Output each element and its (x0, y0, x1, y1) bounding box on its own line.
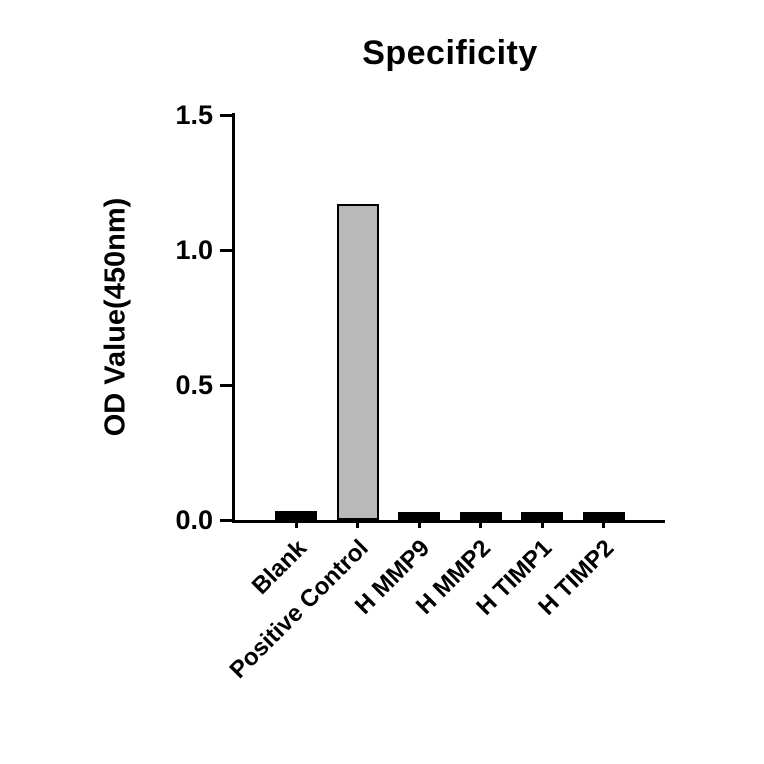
y-tick-label: 0.5 (175, 370, 213, 400)
x-axis-line (232, 520, 665, 523)
x-tick (540, 520, 544, 528)
x-tick (602, 520, 606, 528)
plot-area: 0.0 0.5 1.0 1.5 Blank Positive Control H MMP9… (175, 102, 665, 684)
y-tick-label: 1.5 (175, 100, 213, 130)
y-tick (220, 248, 232, 252)
x-tick (294, 520, 298, 528)
y-tick-label: 0.0 (175, 505, 213, 535)
x-tick (417, 520, 421, 528)
y-tick (220, 383, 232, 387)
chart-title: Specificity (362, 34, 538, 72)
y-axis-line (232, 113, 235, 523)
bar-h-mmp9 (398, 511, 441, 520)
y-tick-label: 1.0 (175, 235, 213, 265)
y-axis-title: OD Value(450nm) (99, 197, 132, 437)
x-tick (479, 520, 483, 528)
x-tick (356, 520, 360, 528)
bar-h-timp2 (582, 511, 625, 520)
x-axis-category-labels: Blank Positive Control H MMP9 H MMP2 H TIMP1… (224, 520, 665, 750)
bar-h-timp1 (521, 511, 564, 520)
bar-h-mmp2 (459, 511, 502, 520)
bar-positive-control (336, 204, 379, 520)
y-tick (220, 518, 232, 522)
bar-blank (275, 510, 318, 520)
y-tick (220, 113, 232, 117)
